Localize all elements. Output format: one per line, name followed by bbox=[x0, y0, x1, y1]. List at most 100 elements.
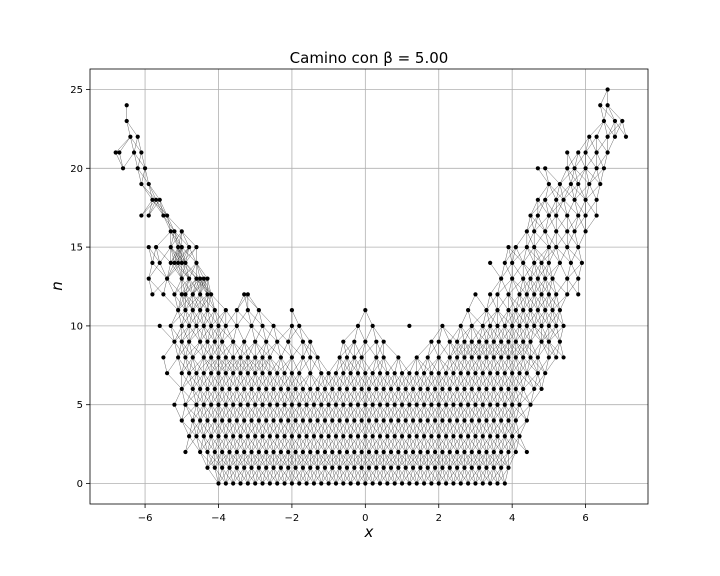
data-point bbox=[245, 355, 250, 360]
data-point bbox=[399, 402, 405, 407]
y-tick-label: 20 bbox=[70, 164, 83, 175]
data-point bbox=[565, 213, 570, 218]
path-segment bbox=[434, 467, 447, 484]
path-segment bbox=[251, 310, 260, 326]
path-segment bbox=[266, 404, 271, 421]
data-point bbox=[565, 244, 570, 250]
path-segment bbox=[310, 357, 322, 374]
path-segment bbox=[218, 388, 230, 405]
path-segment bbox=[181, 310, 193, 327]
data-point bbox=[348, 371, 353, 376]
path-segment bbox=[596, 120, 605, 137]
path-segment bbox=[233, 467, 245, 484]
path-segment bbox=[464, 341, 472, 358]
path-segment bbox=[574, 152, 586, 169]
path-segment bbox=[405, 420, 410, 437]
path-segment bbox=[482, 436, 487, 453]
path-segment bbox=[497, 325, 509, 342]
data-point bbox=[480, 323, 485, 329]
data-point bbox=[443, 371, 449, 376]
path-segment bbox=[233, 357, 248, 374]
path-segment bbox=[530, 215, 546, 232]
path-segment bbox=[350, 404, 362, 421]
path-segment bbox=[368, 467, 373, 484]
data-point bbox=[157, 260, 162, 265]
path-segment bbox=[251, 404, 263, 421]
path-segment bbox=[244, 373, 249, 389]
data-point bbox=[524, 292, 529, 297]
path-segment bbox=[486, 341, 502, 358]
path-segment bbox=[574, 215, 579, 232]
path-segment bbox=[508, 451, 517, 468]
path-segment bbox=[343, 373, 348, 389]
path-segment bbox=[545, 168, 550, 185]
path-segment bbox=[548, 183, 564, 200]
path-segment bbox=[523, 310, 535, 327]
path-segment bbox=[273, 373, 285, 390]
path-segment bbox=[203, 341, 208, 358]
path-segment bbox=[192, 278, 197, 295]
path-segment bbox=[471, 341, 487, 358]
data-point bbox=[311, 402, 317, 407]
path-segment bbox=[354, 420, 366, 437]
path-segment bbox=[185, 341, 201, 358]
path-segment bbox=[207, 451, 215, 468]
data-point bbox=[587, 181, 592, 187]
path-segment bbox=[332, 373, 337, 389]
path-segment bbox=[512, 278, 527, 295]
y-tick-label: 10 bbox=[70, 321, 83, 332]
path-segment bbox=[196, 388, 208, 405]
data-point bbox=[576, 244, 581, 250]
data-point bbox=[187, 276, 192, 281]
path-segment bbox=[339, 451, 348, 468]
data-point bbox=[256, 465, 261, 470]
path-segment bbox=[427, 420, 432, 437]
path-segment bbox=[310, 404, 322, 421]
path-segment bbox=[299, 420, 304, 437]
data-point bbox=[319, 481, 324, 486]
path-segment bbox=[188, 436, 201, 453]
path-segment bbox=[310, 373, 318, 390]
data-point bbox=[205, 292, 210, 297]
path-segment bbox=[218, 310, 226, 326]
path-segment bbox=[207, 467, 219, 484]
path-segment bbox=[379, 404, 384, 421]
path-segment bbox=[526, 357, 531, 374]
data-point bbox=[425, 449, 430, 455]
path-segment bbox=[181, 310, 186, 326]
path-segment bbox=[567, 247, 572, 263]
data-point bbox=[352, 339, 357, 344]
path-segment bbox=[559, 341, 564, 358]
path-segment bbox=[471, 341, 480, 358]
data-point bbox=[546, 339, 551, 344]
data-point bbox=[381, 418, 386, 423]
path-segment bbox=[530, 341, 539, 358]
path-segment bbox=[423, 436, 428, 453]
path-segment bbox=[181, 262, 186, 279]
path-segment bbox=[449, 451, 458, 468]
data-point bbox=[176, 308, 181, 313]
path-segment bbox=[372, 436, 377, 453]
path-segment bbox=[368, 467, 381, 484]
path-segment bbox=[416, 404, 428, 421]
data-point bbox=[278, 418, 283, 423]
path-segment bbox=[166, 262, 175, 279]
data-point bbox=[517, 371, 522, 376]
path-segment bbox=[431, 404, 436, 421]
path-segment bbox=[365, 310, 373, 326]
path-segment bbox=[434, 451, 450, 468]
path-segment bbox=[295, 404, 307, 421]
path-segment bbox=[456, 388, 469, 405]
path-segment bbox=[247, 357, 256, 374]
path-segment bbox=[449, 357, 461, 374]
data-point bbox=[333, 371, 339, 376]
data-point bbox=[550, 308, 555, 313]
data-point bbox=[168, 244, 173, 250]
path-segment bbox=[258, 451, 267, 468]
path-segment bbox=[530, 388, 535, 405]
data-point bbox=[315, 355, 320, 360]
path-segment bbox=[493, 467, 498, 484]
path-segment bbox=[368, 388, 373, 405]
path-segment bbox=[141, 183, 153, 200]
path-segment bbox=[332, 451, 340, 468]
